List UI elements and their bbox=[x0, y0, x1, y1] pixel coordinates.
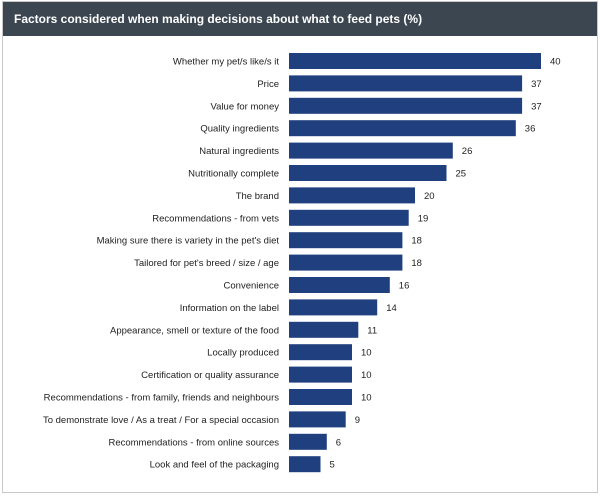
category-label: Whether my pet/s like/s it bbox=[173, 57, 279, 68]
bar bbox=[289, 299, 378, 316]
data-label: 19 bbox=[418, 213, 429, 224]
data-label: 9 bbox=[355, 415, 360, 426]
data-label: 37 bbox=[531, 79, 542, 90]
data-label: 10 bbox=[361, 348, 372, 359]
category-label: Making sure there is variety in the pet'… bbox=[97, 236, 280, 247]
category-label: Price bbox=[257, 79, 279, 90]
bar bbox=[289, 277, 390, 293]
bar bbox=[289, 97, 523, 114]
bar bbox=[289, 232, 403, 249]
data-label: 10 bbox=[361, 393, 372, 404]
category-label: Quality ingredients bbox=[200, 124, 279, 135]
category-label: Locally produced bbox=[207, 348, 279, 359]
chart-title: Factors considered when making decisions… bbox=[3, 2, 597, 36]
category-label: Nutritionally complete bbox=[188, 169, 279, 180]
data-label: 18 bbox=[411, 236, 422, 247]
category-label: Recommendations - from vets bbox=[152, 213, 279, 224]
bar bbox=[289, 187, 415, 204]
category-label: Recommendations - from online sources bbox=[108, 437, 279, 448]
data-label: 26 bbox=[462, 146, 473, 157]
data-label: 11 bbox=[367, 325, 377, 336]
bar bbox=[289, 75, 523, 92]
data-label: 14 bbox=[386, 303, 397, 314]
data-label: 6 bbox=[336, 437, 341, 448]
category-label: Information on the label bbox=[180, 303, 279, 314]
bar bbox=[289, 344, 352, 361]
category-label: Natural ingredients bbox=[199, 146, 279, 157]
bar bbox=[289, 456, 321, 473]
category-label: To demonstrate love / As a treat / For a… bbox=[43, 415, 279, 426]
data-label: 20 bbox=[424, 191, 435, 202]
category-label: Value for money bbox=[211, 101, 280, 112]
category-label: Convenience bbox=[224, 281, 279, 292]
bar bbox=[289, 254, 403, 271]
data-label: 18 bbox=[411, 258, 422, 269]
bar bbox=[289, 120, 516, 137]
data-label: 5 bbox=[330, 460, 335, 471]
bar-chart: Whether my pet/s like/s it 40 Price 37 Value… bbox=[43, 53, 561, 473]
bar bbox=[289, 411, 346, 428]
data-label: 16 bbox=[399, 281, 410, 292]
bar bbox=[289, 389, 352, 405]
category-label: Tailored for pet's breed / size / age bbox=[134, 258, 279, 269]
data-label: 10 bbox=[361, 370, 372, 381]
data-label: 25 bbox=[456, 169, 467, 180]
data-label: 37 bbox=[531, 101, 542, 112]
bar bbox=[289, 142, 453, 159]
data-label: 36 bbox=[525, 124, 536, 135]
category-label: Recommendations - from family, friends a… bbox=[44, 393, 280, 404]
bar bbox=[289, 165, 447, 181]
bar bbox=[289, 209, 409, 226]
category-label: Look and feel of the packaging bbox=[150, 460, 279, 471]
bar bbox=[289, 433, 327, 450]
bar bbox=[289, 53, 541, 69]
bar bbox=[289, 366, 352, 383]
bar bbox=[289, 321, 359, 338]
category-label: The brand bbox=[236, 191, 279, 202]
data-label: 40 bbox=[550, 57, 561, 68]
category-label: Appearance, smell or texture of the food bbox=[110, 325, 279, 336]
category-label: Certification or quality assurance bbox=[141, 370, 279, 381]
